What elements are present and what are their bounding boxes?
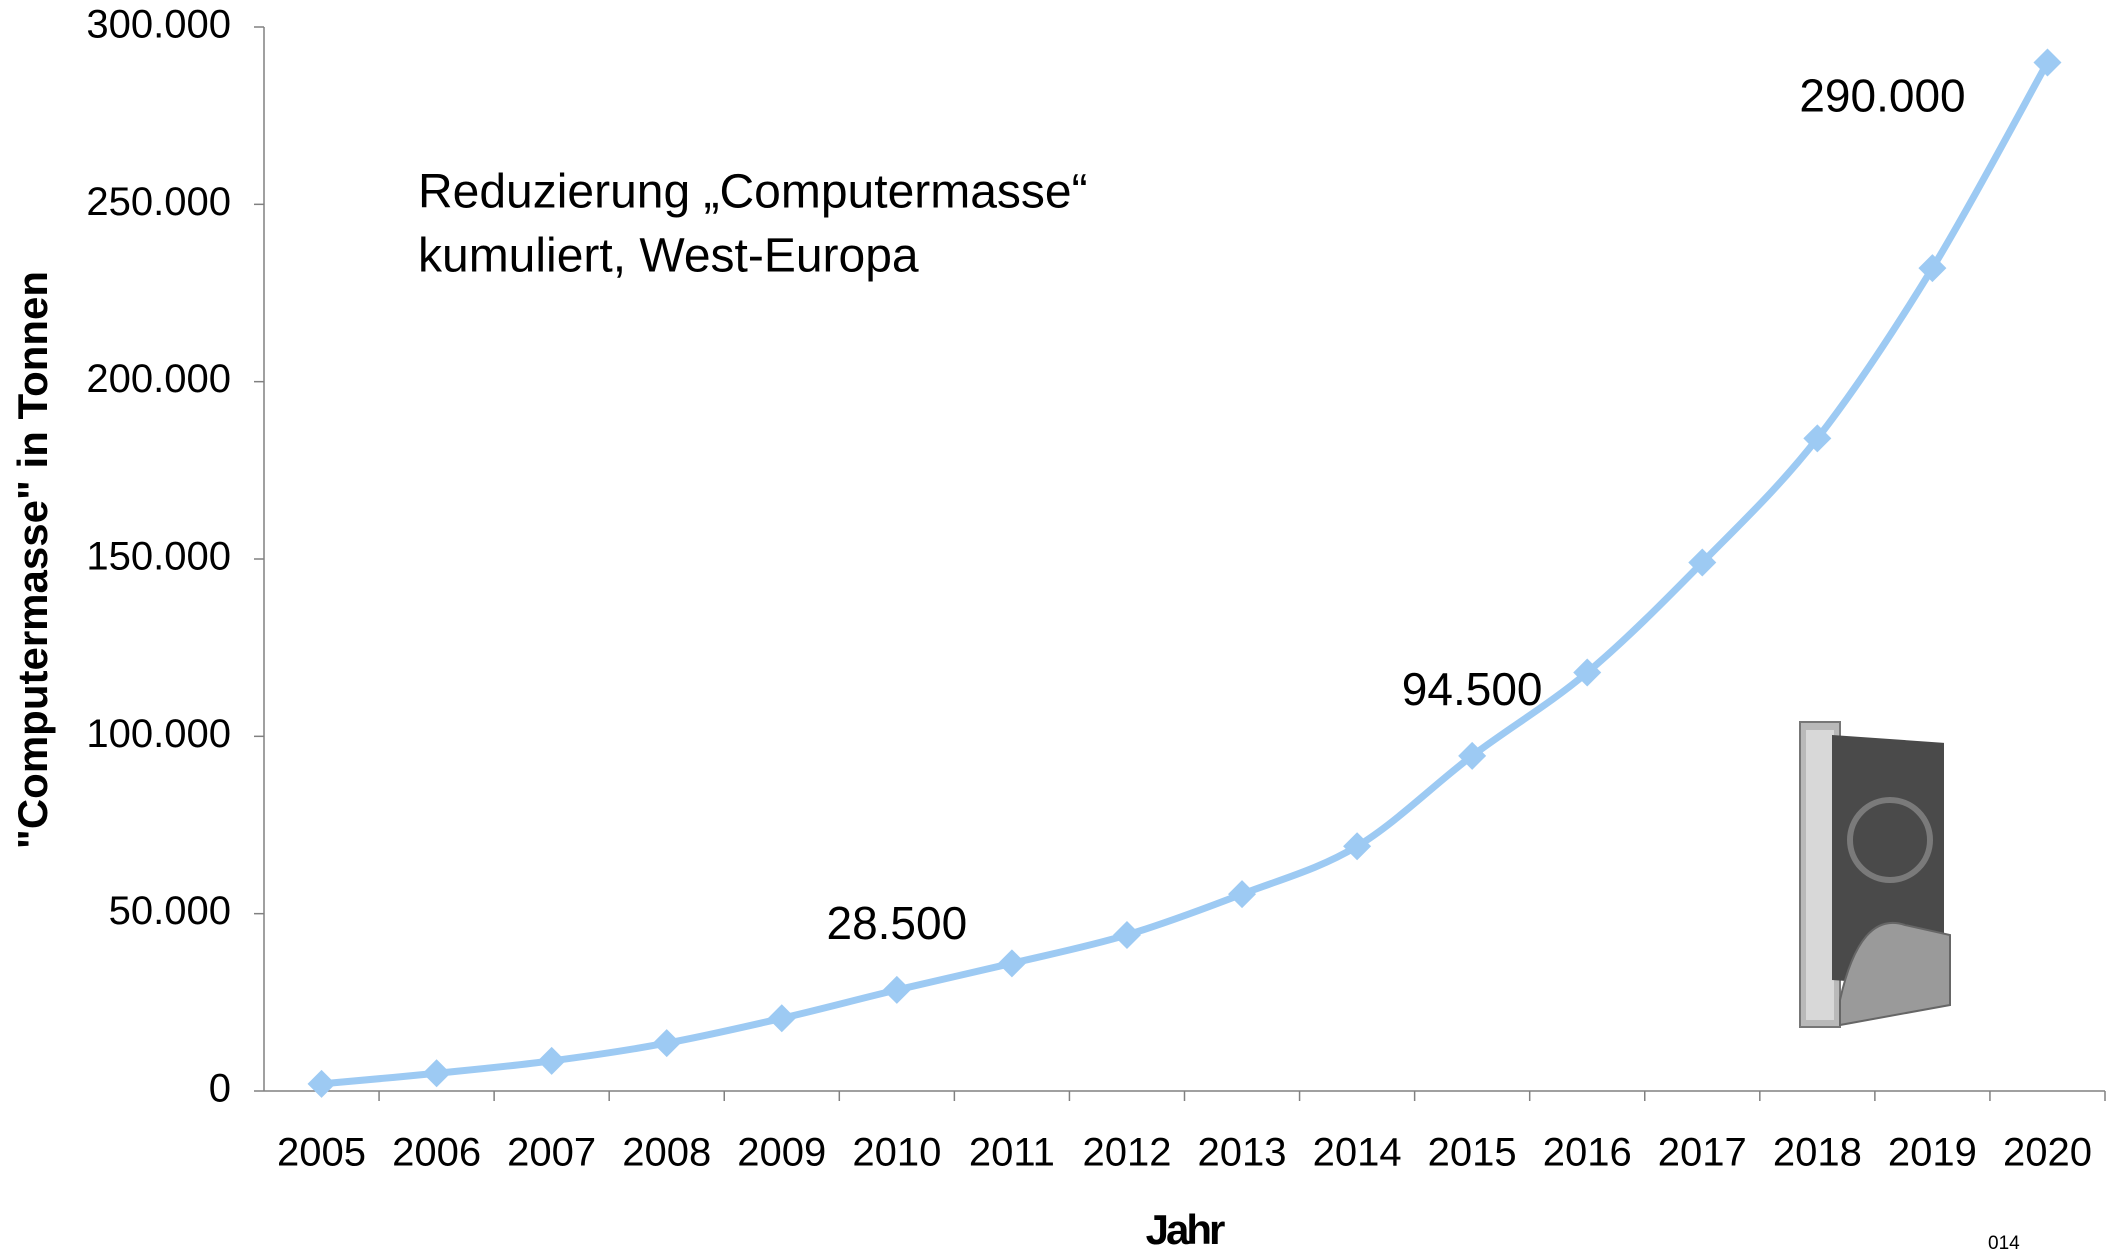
- x-tick-label: 2020: [2003, 1131, 2092, 1175]
- annotation: Reduzierung „Computermasse“: [418, 166, 1088, 219]
- computer-image: [1799, 721, 1951, 1028]
- data-point: [1458, 741, 1487, 770]
- data-point: [767, 1004, 796, 1033]
- y-tick-label: 100.000: [86, 712, 231, 756]
- y-tick-label: 0: [209, 1067, 231, 1111]
- data-point: [2033, 48, 2062, 77]
- data-point: [1688, 548, 1717, 577]
- data-point: [537, 1046, 566, 1075]
- annotation: kumuliert, West-Europa: [418, 230, 919, 283]
- data-point: [1918, 254, 1947, 283]
- data-label: 290.000: [1799, 70, 1965, 122]
- x-tick-label: 2018: [1773, 1131, 1862, 1175]
- x-axis-label: Jahr: [1146, 1206, 1225, 1253]
- data-point: [307, 1069, 336, 1098]
- footnote: 014: [1988, 1233, 2020, 1253]
- x-tick-label: 2019: [1888, 1131, 1977, 1175]
- x-tick-label: 2010: [852, 1131, 941, 1175]
- y-tick-label: 200.000: [86, 357, 231, 401]
- y-tick-label: 300.000: [86, 3, 231, 47]
- data-point: [1112, 920, 1141, 949]
- x-tick-label: 2013: [1198, 1131, 1287, 1175]
- x-tick-label: 2007: [507, 1131, 596, 1175]
- x-tick-label: 2015: [1428, 1131, 1517, 1175]
- x-tick-label: 2005: [277, 1131, 366, 1175]
- data-point: [997, 949, 1026, 978]
- data-point: [882, 975, 911, 1004]
- x-tick-label: 2011: [969, 1131, 1055, 1175]
- x-tick-label: 2016: [1543, 1131, 1632, 1175]
- data-point: [1343, 832, 1372, 861]
- data-label: 28.500: [826, 897, 967, 949]
- y-tick-label: 250.000: [86, 180, 231, 224]
- x-tick-label: 2006: [392, 1131, 481, 1175]
- data-point: [1228, 880, 1257, 909]
- y-tick-label: 150.000: [86, 535, 231, 579]
- data-point: [1573, 658, 1602, 687]
- x-tick-label: 2012: [1082, 1131, 1171, 1175]
- x-tick-label: 2008: [622, 1131, 711, 1175]
- x-tick-label: 2014: [1313, 1131, 1402, 1175]
- data-point: [652, 1029, 681, 1058]
- data-label: 94.500: [1402, 663, 1543, 715]
- x-tick-label: 2017: [1658, 1131, 1747, 1175]
- data-point: [1803, 424, 1832, 453]
- data-point: [422, 1059, 451, 1088]
- y-axis-label: "Computermasse" in Tonnen: [9, 271, 56, 849]
- x-tick-label: 2009: [737, 1131, 826, 1175]
- y-tick-label: 50.000: [109, 889, 231, 933]
